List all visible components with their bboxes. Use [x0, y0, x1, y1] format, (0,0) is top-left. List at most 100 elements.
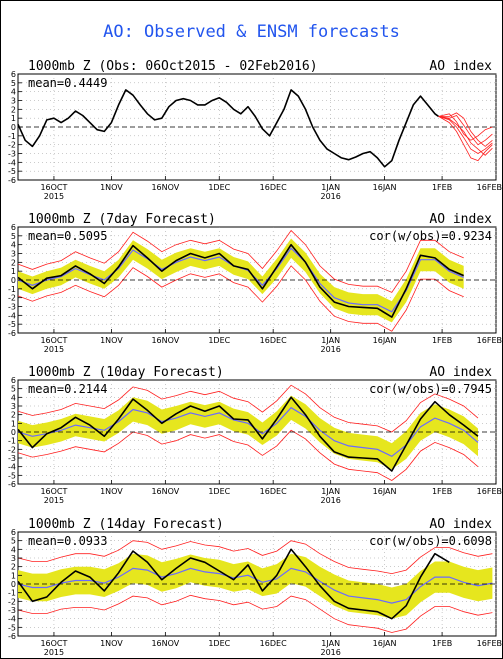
panel-index-label: AO index: [429, 212, 492, 227]
chart-panel-3: 1000mb Z (10day Forecast) AO index mean=0.…: [8, 365, 502, 505]
x-tick-label: 16DEC: [260, 183, 287, 192]
panel-title: 1000mb Z (10day Forecast): [28, 365, 224, 380]
y-tick-label: -6: [8, 329, 16, 338]
chart-panel-2: 1000mb Z (7day Forecast) AO index mean=0.5…: [8, 212, 502, 354]
forecast-member-6: [438, 116, 493, 156]
x-tick-year: 2015: [44, 496, 64, 505]
y-tick-label: -4: [8, 158, 16, 167]
y-tick-label: -6: [8, 632, 16, 641]
observed-line: [17, 548, 450, 620]
y-tick-label: 3: [11, 250, 16, 259]
x-tick-label: 1JAN: [321, 487, 340, 496]
x-tick-year: 2016: [320, 345, 340, 354]
x-tick-label: 1FEB: [432, 639, 452, 648]
x-tick-label: 1FEB: [432, 487, 452, 496]
x-tick-label: 16OCT: [40, 487, 67, 496]
x-tick-label: 16DEC: [260, 336, 287, 345]
x-tick-label: 1JAN: [321, 639, 340, 648]
x-tick-year: 2015: [44, 345, 64, 354]
y-tick-label: 6: [11, 376, 16, 385]
x-tick-label: 1DEC: [208, 639, 230, 648]
mean-label: mean=0.5095: [28, 229, 107, 243]
panel-index-label: AO index: [429, 365, 492, 380]
y-tick-label: 5: [11, 537, 16, 546]
x-tick-label: 16NOV: [151, 487, 179, 496]
ensemble-spread-band: [18, 238, 464, 323]
panel-title: 1000mb Z (7day Forecast): [28, 212, 216, 227]
x-tick-year: 2016: [320, 648, 340, 657]
x-tick-label: 16NOV: [151, 336, 179, 345]
y-tick-label: -4: [8, 463, 16, 472]
y-tick-label: -6: [8, 176, 16, 185]
panel-index-label: AO index: [429, 59, 492, 74]
x-tick-label: 1FEB: [432, 183, 452, 192]
y-tick-label: 5: [11, 385, 16, 394]
x-tick-label: 16JAN: [373, 336, 397, 345]
y-tick-label: -1: [8, 589, 16, 598]
panel-index-label: AO index: [429, 517, 492, 532]
y-tick-label: 2: [11, 105, 16, 114]
y-tick-label: 1: [11, 267, 16, 276]
x-tick-label: 16DEC: [260, 487, 287, 496]
y-tick-label: -4: [8, 311, 16, 320]
y-tick-label: 4: [11, 545, 16, 554]
x-tick-label: 16OCT: [40, 336, 67, 345]
ensemble-spread-band: [18, 553, 493, 619]
y-tick-label: -1: [8, 285, 16, 294]
x-tick-year: 2016: [320, 192, 340, 201]
x-tick-label: 16FEB: [477, 639, 502, 648]
y-tick-label: -3: [8, 303, 16, 312]
y-tick-label: 6: [11, 70, 16, 79]
x-tick-label: 1JAN: [321, 183, 340, 192]
y-tick-label: 5: [11, 232, 16, 241]
y-tick-label: 6: [11, 528, 16, 537]
mean-label: mean=0.2144: [28, 382, 107, 396]
y-tick-label: 4: [11, 393, 16, 402]
y-tick-label: 2: [11, 258, 16, 267]
x-tick-year: 2015: [44, 648, 64, 657]
x-tick-label: 16JAN: [373, 183, 397, 192]
observed-line: [17, 243, 465, 318]
x-tick-label: 16JAN: [373, 639, 397, 648]
y-tick-label: 6: [11, 223, 16, 232]
y-tick-label: 1: [11, 114, 16, 123]
correlation-label: cor(w/obs)=0.9234: [369, 229, 492, 243]
x-tick-label: 16OCT: [40, 183, 67, 192]
y-tick-label: 1: [11, 571, 16, 580]
y-tick-label: -2: [8, 141, 16, 150]
y-tick-label: 1: [11, 419, 16, 428]
x-tick-label: 16FEB: [477, 183, 502, 192]
chart-panel-4: 1000mb Z (14day Forecast) AO index mean=0.…: [8, 517, 502, 657]
panel-title: 1000mb Z (14day Forecast): [28, 517, 224, 532]
y-tick-label: 4: [11, 241, 16, 250]
y-tick-label: 2: [11, 563, 16, 572]
x-tick-label: 1DEC: [208, 487, 230, 496]
x-tick-label: 1NOV: [100, 487, 123, 496]
forecast-member-4: [438, 116, 493, 162]
observed-line: [17, 396, 479, 472]
x-tick-label: 16NOV: [151, 639, 179, 648]
x-tick-label: 1JAN: [321, 336, 340, 345]
x-tick-label: 16FEB: [477, 487, 502, 496]
x-tick-year: 2015: [44, 192, 64, 201]
mean-label: mean=0.4449: [28, 76, 107, 90]
y-tick-label: 3: [11, 97, 16, 106]
observed-line: [17, 89, 439, 168]
y-tick-label: 0: [11, 276, 16, 285]
y-tick-label: 0: [11, 428, 16, 437]
x-tick-label: 1DEC: [208, 336, 230, 345]
x-tick-label: 1FEB: [432, 336, 452, 345]
y-tick-label: 3: [11, 554, 16, 563]
x-tick-label: 1NOV: [100, 183, 123, 192]
y-tick-label: -2: [8, 294, 16, 303]
y-tick-label: -2: [8, 597, 16, 606]
y-tick-label: -6: [8, 480, 16, 489]
x-tick-label: 16NOV: [151, 183, 179, 192]
y-tick-label: -5: [8, 167, 16, 176]
chart-panel-1: 1000mb Z (Obs: 06Oct2015 - 02Feb2016) AO …: [8, 59, 502, 201]
y-tick-label: 2: [11, 411, 16, 420]
ensemble-spread-band: [18, 395, 478, 470]
main-title: AO: Observed & ENSM forecasts: [103, 22, 400, 42]
y-tick-label: 0: [11, 123, 16, 132]
